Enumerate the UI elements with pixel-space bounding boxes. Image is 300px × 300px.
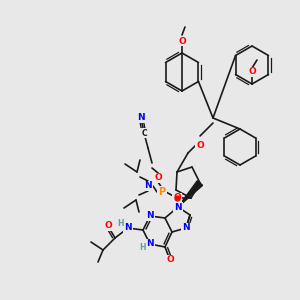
Text: N: N: [174, 202, 182, 211]
Text: O: O: [173, 194, 181, 202]
Text: O: O: [154, 173, 162, 182]
Text: O: O: [104, 221, 112, 230]
Text: N: N: [146, 212, 154, 220]
Text: O: O: [248, 68, 256, 76]
Text: N: N: [124, 224, 132, 232]
Text: O: O: [178, 37, 186, 46]
Text: H: H: [139, 242, 145, 251]
Text: N: N: [137, 113, 145, 122]
Text: N: N: [146, 239, 154, 248]
Text: C: C: [141, 128, 147, 137]
Text: N: N: [182, 224, 190, 232]
Text: O: O: [196, 140, 204, 149]
Text: H: H: [118, 218, 124, 227]
Polygon shape: [178, 181, 202, 207]
Text: N: N: [144, 182, 152, 190]
Text: O: O: [166, 256, 174, 265]
Text: P: P: [158, 187, 166, 197]
